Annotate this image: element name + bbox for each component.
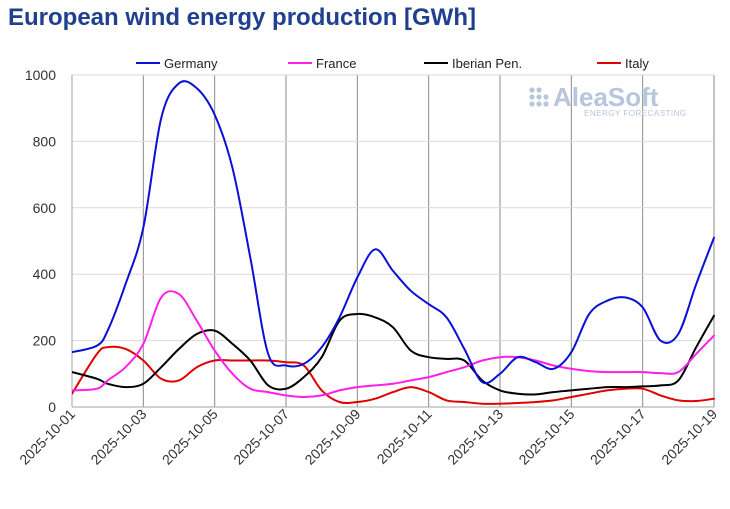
logo-sub-text: ENERGY FORECASTING xyxy=(584,109,687,118)
y-tick-label: 400 xyxy=(33,266,57,282)
series-line-germany xyxy=(72,80,715,385)
y-tick-label: 800 xyxy=(33,133,57,149)
legend: Germany France Iberian Pen. Italy xyxy=(136,56,649,71)
logo-main-text: AleaSoft xyxy=(553,82,659,112)
x-tick-label: 2025-10-01 xyxy=(16,406,78,468)
x-tick-label: 2025-10-11 xyxy=(374,406,435,467)
x-tick-label: 2025-10-17 xyxy=(587,406,649,468)
legend-label: Iberian Pen. xyxy=(452,56,522,71)
y-tick-label: 1000 xyxy=(25,67,56,83)
logo-dots-icon xyxy=(529,87,549,107)
x-axis: 2025-10-01 2025-10-03 2025-10-05 2025-10-07… xyxy=(16,75,720,468)
x-tick-label: 2025-10-09 xyxy=(301,406,363,468)
x-tick-label: 2025-10-03 xyxy=(87,406,149,468)
legend-label: Italy xyxy=(625,56,649,71)
legend-label: France xyxy=(316,56,356,71)
legend-label: Germany xyxy=(164,56,218,71)
y-tick-label: 0 xyxy=(48,399,56,415)
series-group xyxy=(72,80,715,405)
y-tick-label: 200 xyxy=(33,333,57,349)
x-tick-label: 2025-10-13 xyxy=(444,406,506,468)
series-line-france xyxy=(72,290,715,398)
x-tick-label: 2025-10-05 xyxy=(159,406,221,468)
series-line-italy xyxy=(72,345,715,405)
aleasoft-logo: AleaSoft ENERGY FORECASTING xyxy=(529,82,686,118)
y-axis: 0 200 400 600 800 1000 xyxy=(25,67,714,415)
x-tick-label: 2025-10-07 xyxy=(230,406,292,468)
series-line-iberian-pen xyxy=(72,312,715,396)
chart-title: European wind energy production [GWh] xyxy=(8,4,476,31)
y-tick-label: 600 xyxy=(33,200,57,216)
x-tick-label: 2025-10-15 xyxy=(515,406,577,468)
x-tick-label: 2025-10-19 xyxy=(658,406,720,468)
